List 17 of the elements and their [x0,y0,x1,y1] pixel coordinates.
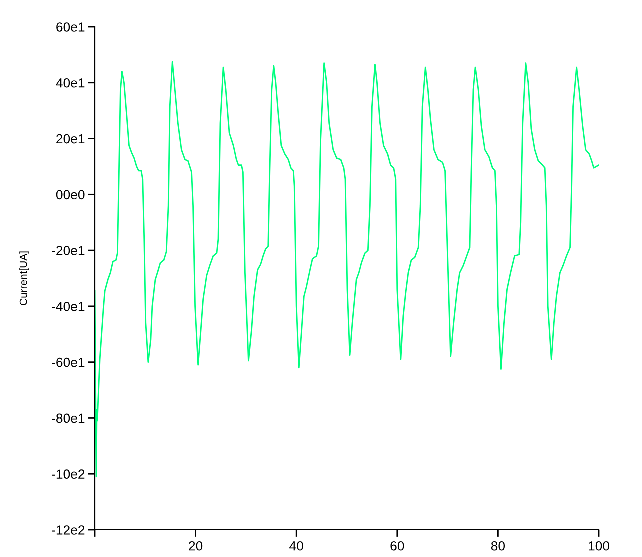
x-tick-label: 40 [290,541,304,551]
y-axis-title: Current[UA] [20,252,30,306]
y-tick-label: -40e1 [52,302,85,312]
y-tick-label: -60e1 [52,358,85,368]
x-tick-label: 60 [390,541,404,551]
x-tick-label: 100 [589,541,610,551]
x-tick-label: 20 [189,541,203,551]
y-tick-label: 60e1 [56,22,85,32]
y-tick-label: 20e1 [56,134,85,144]
y-tick-label: -20e1 [52,246,85,256]
y-tick-label: -80e1 [52,414,85,424]
y-tick-label: -12e2 [52,526,85,535]
y-tick-label: -10e2 [52,470,85,480]
line-series [95,61,599,478]
x-tick-label: 80 [491,541,506,551]
y-tick-label: 00e0 [56,190,85,200]
y-tick-label: 40e1 [56,78,85,88]
